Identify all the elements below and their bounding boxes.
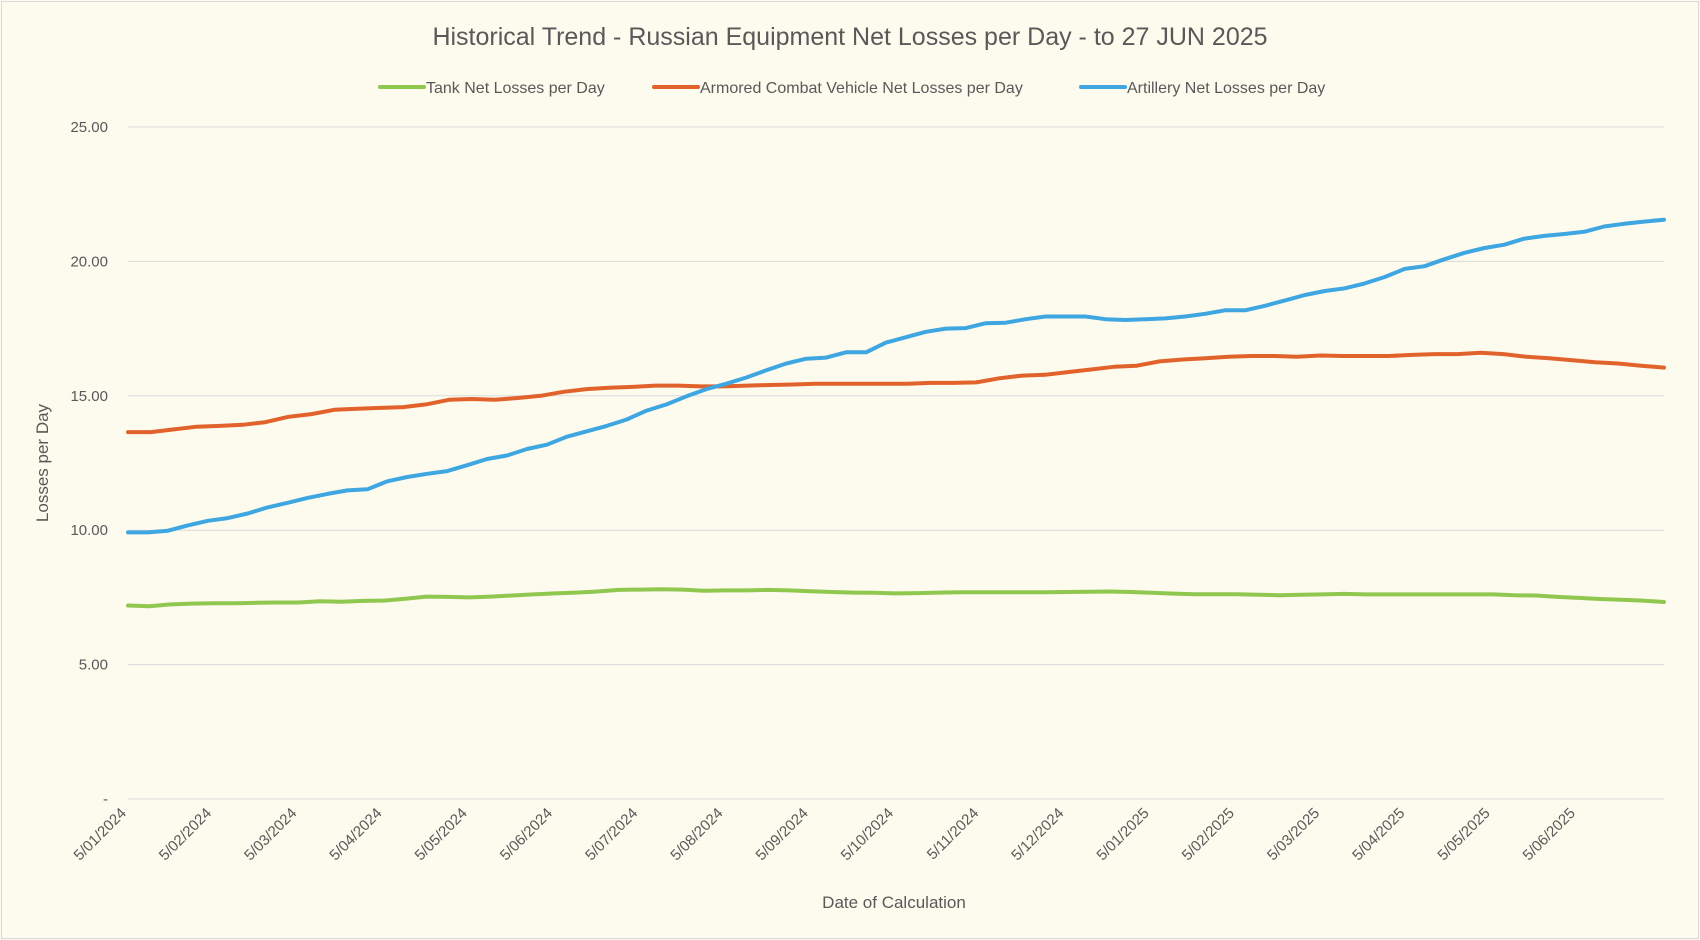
x-tick-label: 5/04/2025 [1349,805,1408,864]
series-line-0 [126,587,1666,609]
legend-label: Armored Combat Vehicle Net Losses per Da… [700,80,1023,97]
x-tick-label: 5/10/2024 [838,805,897,864]
x-tick-label: 5/03/2025 [1264,805,1323,864]
x-tick-label: 5/12/2024 [1008,805,1067,864]
x-tick-label: 5/01/2025 [1093,805,1152,864]
x-tick-label: 5/07/2024 [582,805,641,864]
legend-label: Artillery Net Losses per Day [1127,80,1325,97]
y-tick-label: 5.00 [79,657,108,674]
chart-title: Historical Trend - Russian Equipment Net… [432,23,1267,51]
x-tick-label: 5/11/2024 [924,805,982,863]
series-line-1 [126,350,1666,435]
x-tick-label: 5/06/2024 [497,805,556,864]
series-lines [126,217,1666,609]
y-tick-label: 25.00 [70,119,108,136]
y-tick-label: 10.00 [70,522,108,539]
x-axis-title: Date of Calculation [822,893,966,912]
x-tick-label: 5/02/2025 [1179,805,1238,864]
x-tick-label: 5/02/2024 [156,805,215,864]
y-axis-title: Losses per Day [33,403,52,522]
y-tick-label: 20.00 [70,253,108,270]
x-tick-label: 5/09/2024 [753,805,812,864]
series-line-2 [126,217,1666,535]
legend-label: Tank Net Losses per Day [426,80,605,97]
x-tick-label: 5/03/2024 [241,805,300,864]
x-tick-label: 5/08/2024 [667,805,726,864]
x-axis-ticks: 5/01/2024 5/02/2024 5/03/2024 5/04/2024 5/05… [71,805,1579,864]
y-axis-ticks: - 5.00 10.00 15.00 20.00 25.00 [70,119,108,808]
y-tick-label: 15.00 [70,388,108,405]
x-tick-label: 5/05/2025 [1434,805,1493,864]
x-tick-label: 5/06/2025 [1520,805,1579,864]
legend: Tank Net Losses per Day Armored Combat Ve… [378,80,1325,97]
x-tick-label: 5/01/2024 [71,805,130,864]
x-tick-label: 5/05/2024 [412,805,471,864]
x-tick-label: 5/04/2024 [326,805,385,864]
y-tick-label: - [103,791,108,808]
gridlines [128,126,1664,800]
